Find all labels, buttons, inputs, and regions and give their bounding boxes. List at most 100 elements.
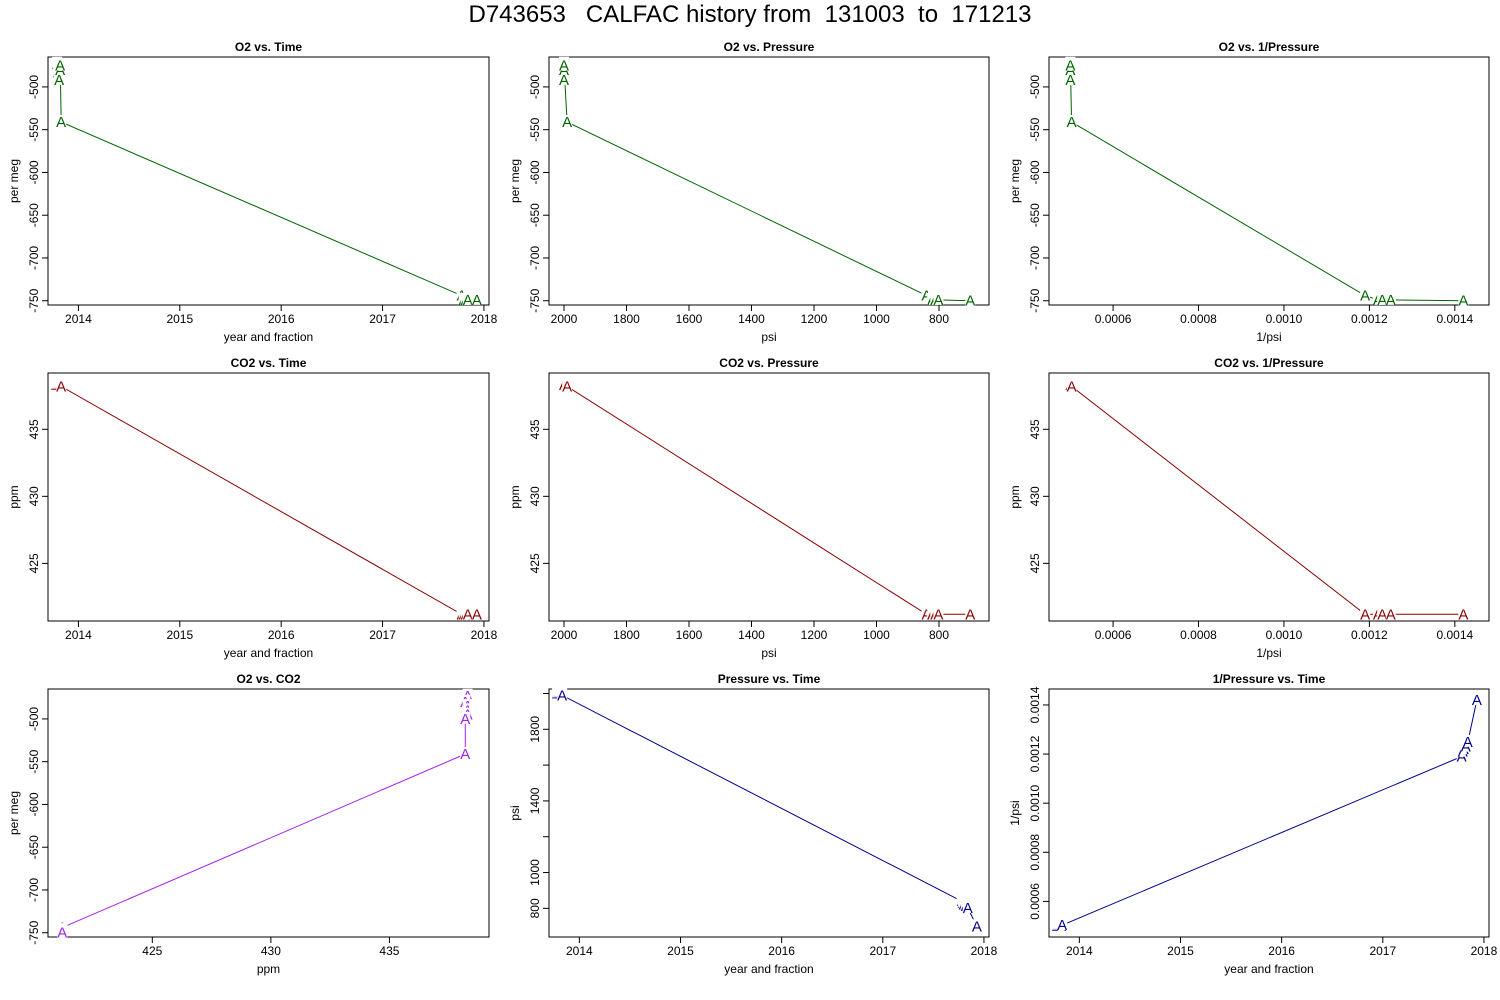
x-tick-label: 2016 — [268, 628, 295, 642]
y-tick-label: 435 — [528, 419, 542, 439]
y-tick-label: 435 — [27, 419, 41, 439]
y-axis-label: ppm — [1008, 485, 1022, 508]
x-axis-label: year and fraction — [1224, 962, 1313, 976]
y-tick-label: 425 — [1028, 553, 1042, 573]
y-tick-label: -700 — [27, 246, 41, 270]
x-tick-label: 2016 — [1268, 944, 1295, 958]
data-point-marker: A — [559, 72, 569, 89]
data-point-marker: A — [460, 711, 470, 728]
panel-title: CO2 vs. 1/Pressure — [1214, 356, 1324, 370]
data-point-marker: A — [1067, 114, 1077, 131]
marker-bg — [1065, 73, 1076, 86]
marker-bg — [471, 292, 482, 305]
marker-bg — [1385, 607, 1396, 620]
y-tick-label: 1800 — [528, 716, 542, 743]
y-tick-label: 425 — [27, 553, 41, 573]
x-tick-label: 800 — [929, 312, 949, 326]
y-tick-label: -650 — [528, 203, 542, 227]
plot-frame — [1048, 372, 1490, 622]
y-tick-label: -750 — [528, 288, 542, 312]
panel-title: O2 vs. CO2 — [236, 672, 300, 686]
x-tick-label: 0.0012 — [1351, 628, 1388, 642]
data-point-marker: A — [57, 925, 67, 942]
y-tick-label: 0.0012 — [1028, 735, 1042, 772]
series-line — [56, 384, 477, 615]
data-point-marker: A — [921, 606, 931, 623]
x-tick-label: 2017 — [1369, 944, 1396, 958]
data-point-marker: A — [463, 606, 473, 623]
x-tick-label: 0.0010 — [1266, 312, 1303, 326]
data-point-marker: A — [56, 114, 66, 131]
data-point-marker: A — [562, 378, 572, 395]
x-tick-label: 1400 — [738, 312, 765, 326]
panel-title: CO2 vs. Time — [231, 356, 307, 370]
y-tick-label: -750 — [1028, 288, 1042, 312]
x-tick-label: 2014 — [65, 312, 92, 326]
panel-title: O2 vs. Pressure — [724, 40, 815, 54]
y-tick-label: 0.0008 — [1028, 834, 1042, 871]
marker-bg — [562, 379, 573, 392]
x-axis-label: psi — [761, 330, 776, 344]
marker-bg — [559, 58, 569, 71]
chart-panel: O2 vs. CO2 425 430 435 -500 -550 -600 -650 -700 -… — [7, 672, 490, 976]
x-tick-label: 2014 — [566, 944, 593, 958]
chart-panel: CO2 vs. Pressure 2000 1800 1600 1400 1200 1000… — [508, 356, 990, 660]
y-tick-label: 0.0014 — [1028, 686, 1042, 723]
x-tick-label: 2000 — [551, 312, 578, 326]
y-axis-label: 1/psi — [1008, 800, 1022, 825]
marker-bg — [933, 292, 944, 305]
marker-bg — [559, 73, 569, 86]
x-tick-label: 1800 — [613, 628, 640, 642]
x-axis-label: 1/psi — [1256, 330, 1281, 344]
x-tick-label: 2015 — [667, 944, 694, 958]
x-tick-label: 430 — [261, 944, 281, 958]
x-tick-label: 1600 — [676, 628, 703, 642]
chart-panel: O2 vs. 1/Pressure 0.0006 0.0008 0.0010 0.001… — [1008, 40, 1490, 344]
plot-frame — [47, 372, 490, 622]
marker-bg — [933, 607, 944, 620]
marker-bg — [56, 379, 67, 392]
x-tick-label: 2017 — [369, 628, 396, 642]
plot-frame — [548, 688, 990, 938]
marker-bg — [1066, 114, 1077, 127]
y-axis-label: per meg — [7, 791, 21, 835]
data-point-marker: A — [1377, 292, 1387, 309]
data-point-marker: A — [1057, 917, 1067, 934]
y-tick-label: -550 — [27, 749, 41, 773]
data-point-marker: A — [557, 687, 567, 704]
y-tick-label: -650 — [27, 835, 41, 859]
x-tick-label: 0.0006 — [1095, 312, 1132, 326]
series-line — [61, 695, 469, 933]
marker-bg — [1385, 292, 1396, 305]
y-tick-label: 425 — [528, 553, 542, 573]
chart-panel: Pressure vs. Time 2014 2015 2016 2017 2018 800… — [508, 672, 998, 976]
x-tick-label: 0.0014 — [1436, 312, 1473, 326]
x-tick-label: 1800 — [613, 312, 640, 326]
y-tick-label: 1400 — [528, 787, 542, 814]
marker-bg — [965, 293, 976, 306]
marker-bg — [471, 607, 482, 620]
data-point-marker: A — [1386, 292, 1396, 309]
marker-bg — [57, 925, 68, 938]
y-tick-label: -600 — [27, 792, 41, 816]
data-point-marker: A — [1458, 293, 1468, 310]
x-tick-label: 0.0014 — [1436, 628, 1473, 642]
series-line — [563, 384, 971, 615]
series-line — [1070, 384, 1464, 615]
plot-frame — [47, 56, 490, 306]
series-line — [1069, 63, 1464, 302]
data-point-marker: A — [463, 292, 473, 309]
x-tick-label: 1400 — [738, 628, 765, 642]
y-tick-label: -550 — [27, 117, 41, 141]
y-tick-label: 0.0006 — [1028, 883, 1042, 920]
marker-bg — [1066, 379, 1077, 392]
series-line — [1057, 699, 1478, 927]
chart-panel: O2 vs. Pressure 2000 1800 1600 1400 1200 1000 8… — [508, 40, 990, 344]
y-tick-label: 0.0010 — [1028, 785, 1042, 822]
y-tick-label: 430 — [528, 486, 542, 506]
marker-bg — [921, 607, 932, 620]
x-tick-label: 2014 — [1066, 944, 1093, 958]
panel-title: Pressure vs. Time — [718, 672, 821, 686]
marker-bg — [1065, 58, 1076, 71]
y-tick-label: -500 — [1028, 75, 1042, 99]
